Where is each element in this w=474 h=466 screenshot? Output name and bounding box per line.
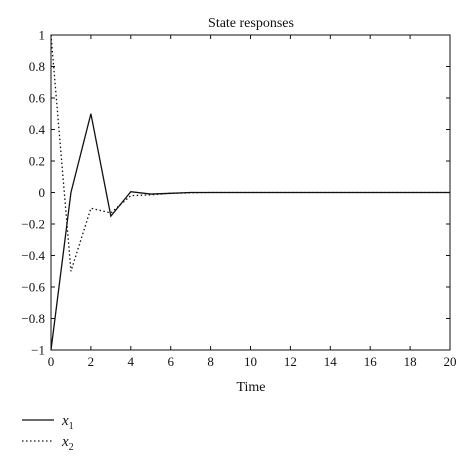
legend: x1 x2 [22, 413, 74, 453]
x-tick-label: 4 [128, 354, 135, 369]
legend-x2-name: x [61, 434, 69, 450]
x-axis-title: Time [236, 380, 265, 395]
x-tick-label: 10 [244, 354, 257, 369]
series-line-x2 [50, 34, 450, 272]
series-line-x1 [50, 113, 450, 351]
series-lines [50, 34, 450, 351]
chart-title: State responses [208, 16, 294, 31]
legend-label-x2: x2 [61, 434, 74, 453]
x-tick-label: 18 [404, 354, 417, 369]
y-tick-label: 0.8 [29, 59, 45, 74]
y-tick-label: −0.2 [21, 217, 45, 232]
y-tick-label: 0.2 [29, 154, 45, 169]
y-tick-label: −1 [31, 343, 45, 358]
legend-x2-subscript: 2 [69, 442, 74, 453]
y-tick-label: 0.4 [29, 122, 46, 137]
x-tick-label: 6 [167, 354, 174, 369]
y-tick-label: −0.4 [21, 248, 45, 263]
legend-x1-name: x [61, 413, 69, 429]
x-tick-label: 12 [284, 354, 297, 369]
y-tick-label: −0.8 [21, 311, 45, 326]
x-tick-label: 0 [48, 354, 55, 369]
x-tick-label: 2 [88, 354, 95, 369]
x-tick-label: 16 [364, 354, 378, 369]
y-tick-label: 1 [39, 28, 46, 43]
x-tick-label: 14 [324, 354, 338, 369]
axis-ticks: 0 2 4 6 8 10 12 14 16 18 20 −1 −0.8 −0.6 −0.4 −0.2 0 0.2 0… [21, 28, 456, 370]
y-tick-label: 0.6 [29, 91, 46, 106]
y-tick-label: 0 [39, 185, 46, 200]
x-tick-label: 20 [444, 354, 457, 369]
legend-x1-subscript: 1 [69, 421, 74, 432]
legend-label-x1: x1 [61, 413, 74, 432]
x-tick-label: 8 [207, 354, 214, 369]
y-tick-label: −0.6 [21, 280, 45, 295]
